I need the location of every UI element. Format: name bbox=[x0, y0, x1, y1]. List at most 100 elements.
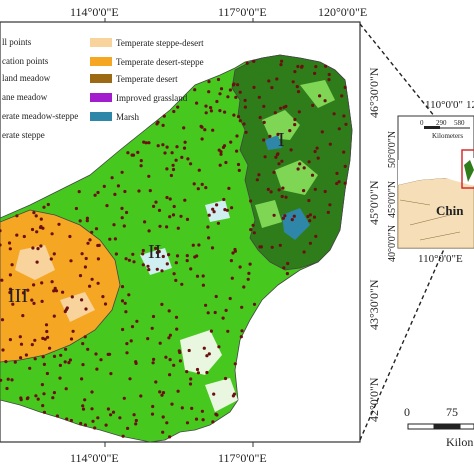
sample-point bbox=[193, 255, 197, 259]
sample-point bbox=[104, 423, 108, 427]
sample-point bbox=[32, 301, 36, 305]
sample-point bbox=[118, 416, 122, 420]
sample-point bbox=[70, 295, 74, 299]
sample-points bbox=[0, 59, 348, 439]
sample-point bbox=[323, 99, 327, 103]
sample-point bbox=[129, 339, 133, 343]
sample-point bbox=[284, 195, 288, 199]
sample-point bbox=[34, 394, 38, 398]
sample-point bbox=[298, 162, 302, 166]
sample-point bbox=[42, 410, 47, 414]
sample-point bbox=[216, 221, 220, 225]
sample-point bbox=[109, 372, 113, 376]
sample-point bbox=[212, 392, 216, 396]
sample-point bbox=[79, 421, 83, 426]
sample-point bbox=[141, 263, 145, 267]
sample-point bbox=[39, 217, 43, 221]
sample-point bbox=[180, 282, 184, 286]
sample-point bbox=[307, 198, 311, 203]
sample-point bbox=[130, 325, 135, 329]
sample-point bbox=[0, 278, 4, 282]
sample-point bbox=[234, 95, 238, 99]
sample-point bbox=[22, 234, 26, 239]
sample-point bbox=[291, 80, 295, 84]
sample-point bbox=[147, 268, 151, 272]
sample-point bbox=[33, 357, 37, 361]
sample-point bbox=[239, 335, 243, 339]
sample-point bbox=[300, 65, 304, 69]
sample-point bbox=[277, 162, 281, 166]
sample-point bbox=[175, 254, 180, 258]
sample-point bbox=[185, 217, 190, 221]
sample-point bbox=[195, 274, 200, 278]
sample-point bbox=[172, 204, 176, 209]
sample-point bbox=[126, 151, 130, 155]
sample-point bbox=[207, 352, 211, 356]
sample-point bbox=[25, 397, 29, 401]
sample-point bbox=[259, 245, 263, 249]
sample-point bbox=[340, 94, 344, 98]
sample-point bbox=[172, 272, 176, 276]
sample-point bbox=[46, 202, 50, 207]
sample-point bbox=[281, 186, 285, 190]
sample-point bbox=[243, 98, 247, 102]
sample-point bbox=[95, 367, 99, 371]
sample-point bbox=[296, 64, 300, 69]
sample-point bbox=[132, 413, 136, 417]
sample-point bbox=[123, 189, 127, 194]
sample-point bbox=[344, 122, 348, 126]
sample-point bbox=[63, 360, 67, 364]
sample-point bbox=[342, 150, 346, 154]
sample-point bbox=[246, 277, 250, 281]
sample-point bbox=[34, 214, 38, 218]
sample-point bbox=[229, 259, 233, 263]
sample-point bbox=[215, 203, 219, 207]
sample-point bbox=[252, 85, 256, 89]
sample-point bbox=[207, 213, 211, 217]
sample-point bbox=[84, 256, 88, 261]
sample-point bbox=[179, 214, 183, 218]
sample-point bbox=[248, 262, 252, 266]
sample-point bbox=[337, 180, 341, 184]
sample-point bbox=[328, 142, 332, 146]
sample-point bbox=[58, 363, 63, 367]
sample-point bbox=[157, 250, 161, 254]
sample-point bbox=[168, 373, 172, 377]
sample-point bbox=[200, 137, 204, 141]
sample-point bbox=[64, 308, 68, 312]
sample-point bbox=[36, 247, 40, 251]
sample-point bbox=[113, 237, 117, 241]
legend-item-label: land meadow bbox=[2, 73, 51, 83]
sample-point bbox=[258, 115, 262, 120]
sample-point bbox=[40, 299, 44, 303]
sample-point bbox=[88, 238, 92, 242]
sample-point bbox=[201, 283, 205, 287]
scale-segment bbox=[459, 423, 474, 430]
sample-point bbox=[306, 214, 310, 219]
sample-point bbox=[8, 290, 12, 295]
sample-point bbox=[205, 354, 209, 358]
sample-point bbox=[293, 70, 297, 74]
sample-point bbox=[249, 228, 253, 232]
inset-highlight-box bbox=[461, 149, 474, 189]
legend-item-label: erate meadow-steppe bbox=[2, 111, 78, 121]
sample-point bbox=[176, 105, 180, 109]
sample-point bbox=[0, 378, 3, 382]
sample-point bbox=[31, 283, 36, 287]
sample-point bbox=[244, 130, 248, 134]
scale-segment bbox=[407, 423, 435, 430]
sample-point bbox=[311, 103, 315, 107]
sample-point bbox=[191, 243, 195, 247]
sample-point bbox=[268, 134, 272, 138]
sample-point bbox=[237, 168, 241, 172]
sample-point bbox=[8, 338, 12, 342]
sample-point bbox=[80, 298, 84, 302]
sample-point bbox=[68, 358, 72, 362]
sample-point bbox=[135, 319, 139, 323]
sample-point bbox=[93, 193, 97, 197]
inset-scale-tick: 290 bbox=[436, 119, 447, 127]
sample-point bbox=[217, 148, 221, 152]
inset-scale-unit: Kilometers bbox=[432, 132, 463, 140]
sample-point bbox=[121, 327, 125, 332]
sample-point bbox=[80, 252, 84, 256]
